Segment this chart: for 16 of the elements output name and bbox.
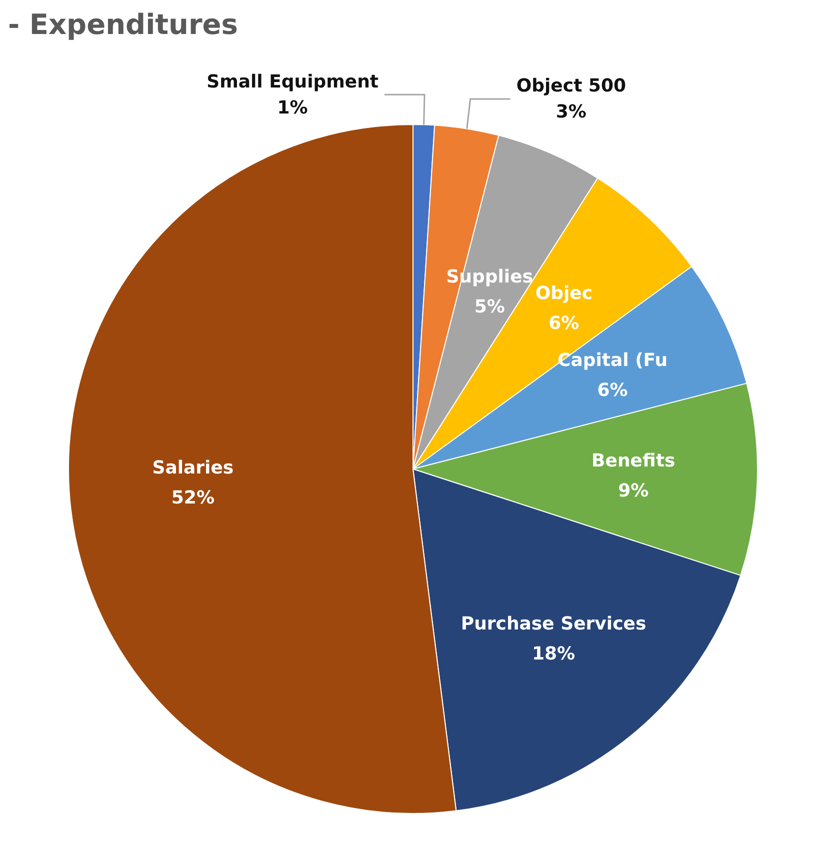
data-label: 5% bbox=[474, 296, 505, 318]
slice-label: Object 500 bbox=[516, 76, 626, 97]
chart-title: - Expenditures bbox=[8, 8, 239, 43]
data-label: 3% bbox=[556, 102, 586, 123]
slice-label: Benefits bbox=[592, 450, 676, 472]
slice-label: Purchase Services bbox=[460, 614, 646, 635]
data-label: 1% bbox=[277, 97, 308, 118]
data-label: 52% bbox=[171, 488, 214, 509]
data-label: 18% bbox=[532, 644, 576, 665]
data-label: 6% bbox=[597, 380, 628, 401]
data-label: 9% bbox=[618, 480, 649, 502]
data-label: 6% bbox=[548, 312, 580, 334]
slice-label: Objec bbox=[535, 282, 593, 304]
slice-label: Small Equipment bbox=[206, 71, 379, 92]
slice-label: Capital (Fu bbox=[557, 350, 668, 371]
slice-label: Salaries bbox=[152, 458, 234, 479]
